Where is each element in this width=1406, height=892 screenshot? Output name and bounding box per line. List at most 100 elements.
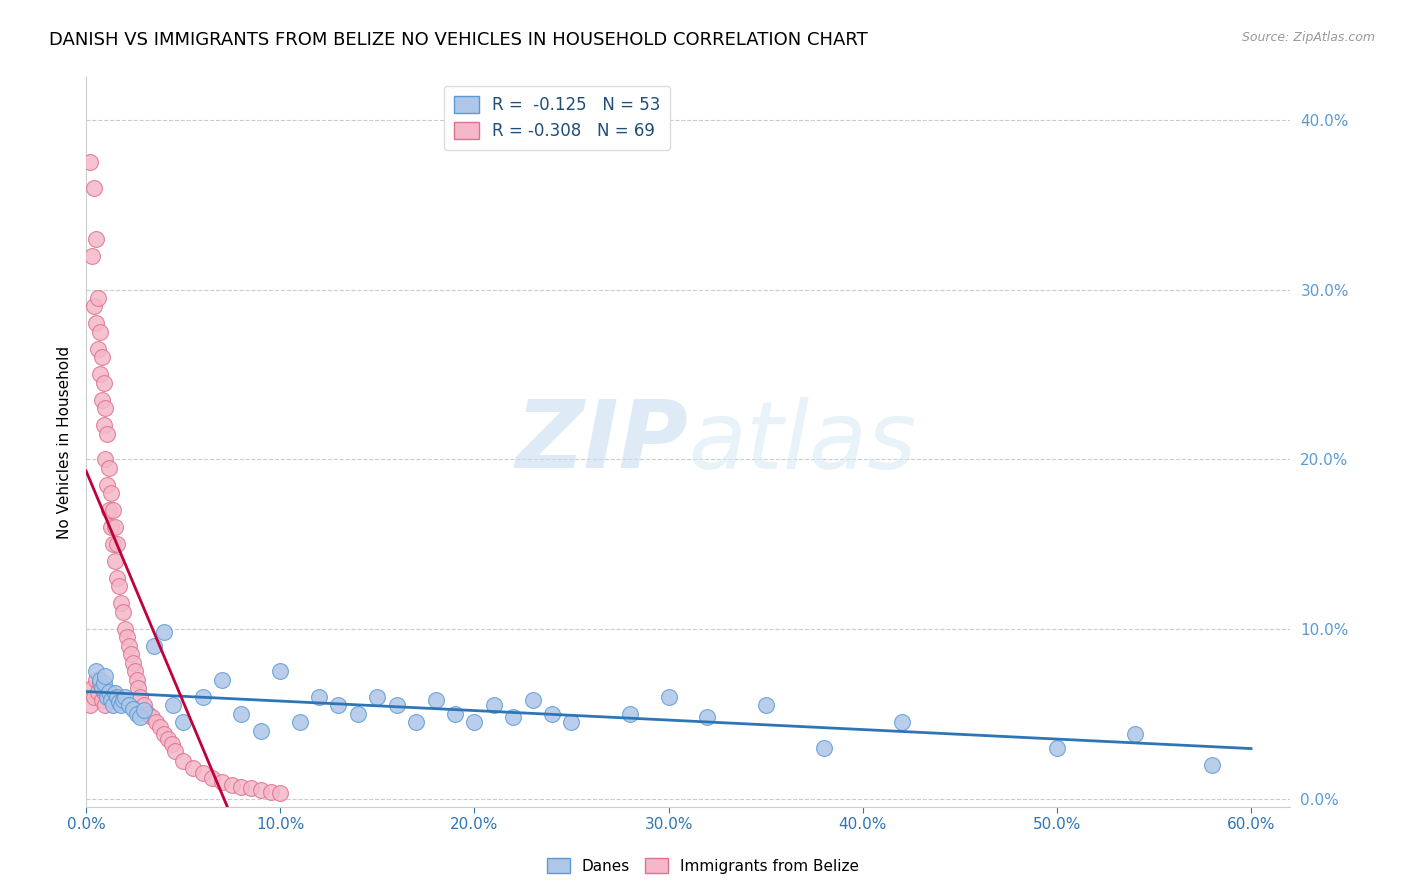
Point — [619, 706, 641, 721]
Point — [658, 690, 681, 704]
Point — [105, 690, 128, 704]
Point — [103, 537, 125, 551]
Point — [162, 698, 184, 713]
Point — [96, 690, 118, 704]
Point — [143, 639, 166, 653]
Point — [98, 460, 121, 475]
Point — [385, 698, 408, 713]
Point — [231, 706, 253, 721]
Point — [141, 710, 163, 724]
Point — [98, 684, 121, 698]
Point — [1201, 757, 1223, 772]
Point — [98, 503, 121, 517]
Point — [165, 744, 187, 758]
Point — [482, 698, 505, 713]
Point — [755, 698, 778, 713]
Point — [181, 761, 204, 775]
Text: Source: ZipAtlas.com: Source: ZipAtlas.com — [1241, 31, 1375, 45]
Point — [121, 701, 143, 715]
Point — [156, 732, 179, 747]
Point — [84, 232, 107, 246]
Point — [84, 673, 107, 687]
Point — [211, 774, 233, 789]
Point — [104, 554, 127, 568]
Point — [240, 781, 263, 796]
Text: ZIP: ZIP — [515, 396, 688, 488]
Point — [89, 676, 111, 690]
Point — [288, 715, 311, 730]
Point — [191, 766, 214, 780]
Point — [87, 291, 110, 305]
Point — [124, 665, 146, 679]
Point — [90, 392, 112, 407]
Point — [890, 715, 912, 730]
Point — [84, 317, 107, 331]
Point — [136, 706, 159, 721]
Point — [108, 579, 131, 593]
Point — [191, 690, 214, 704]
Point — [110, 596, 132, 610]
Point — [100, 693, 122, 707]
Point — [90, 693, 112, 707]
Point — [1046, 740, 1069, 755]
Point — [89, 368, 111, 382]
Point — [1123, 727, 1146, 741]
Point — [405, 715, 427, 730]
Point — [103, 698, 125, 713]
Point — [560, 715, 582, 730]
Point — [425, 693, 447, 707]
Point — [110, 698, 132, 713]
Point — [328, 698, 350, 713]
Point — [259, 785, 281, 799]
Point — [104, 686, 127, 700]
Point — [522, 693, 544, 707]
Point — [696, 710, 718, 724]
Point — [105, 571, 128, 585]
Point — [152, 727, 174, 741]
Point — [231, 780, 253, 794]
Point — [100, 486, 122, 500]
Point — [114, 690, 136, 704]
Point — [125, 673, 148, 687]
Point — [129, 710, 152, 724]
Point — [94, 452, 117, 467]
Point — [94, 401, 117, 416]
Point — [100, 520, 122, 534]
Point — [105, 537, 128, 551]
Text: atlas: atlas — [688, 397, 917, 488]
Point — [118, 639, 141, 653]
Point — [83, 180, 105, 194]
Point — [347, 706, 370, 721]
Point — [115, 630, 138, 644]
Point — [93, 418, 115, 433]
Point — [79, 698, 101, 713]
Point — [80, 249, 103, 263]
Point — [269, 786, 291, 800]
Y-axis label: No Vehicles in Household: No Vehicles in Household — [58, 345, 72, 539]
Point — [118, 698, 141, 713]
Point — [134, 703, 156, 717]
Point — [83, 300, 105, 314]
Point — [129, 690, 152, 704]
Point — [90, 351, 112, 365]
Point — [90, 681, 112, 696]
Point — [250, 783, 273, 797]
Point — [83, 690, 105, 704]
Point — [79, 155, 101, 169]
Point — [111, 605, 134, 619]
Legend: R =  -0.125   N = 53, R = -0.308   N = 69: R = -0.125 N = 53, R = -0.308 N = 69 — [443, 86, 671, 151]
Point — [94, 669, 117, 683]
Point — [128, 681, 150, 696]
Point — [172, 715, 194, 730]
Point — [172, 754, 194, 768]
Point — [87, 684, 110, 698]
Point — [502, 710, 524, 724]
Legend: Danes, Immigrants from Belize: Danes, Immigrants from Belize — [540, 852, 866, 880]
Text: DANISH VS IMMIGRANTS FROM BELIZE NO VEHICLES IN HOUSEHOLD CORRELATION CHART: DANISH VS IMMIGRANTS FROM BELIZE NO VEHI… — [49, 31, 868, 49]
Point — [93, 376, 115, 390]
Point — [87, 342, 110, 356]
Point — [308, 690, 330, 704]
Point — [103, 503, 125, 517]
Point — [134, 698, 156, 713]
Point — [93, 676, 115, 690]
